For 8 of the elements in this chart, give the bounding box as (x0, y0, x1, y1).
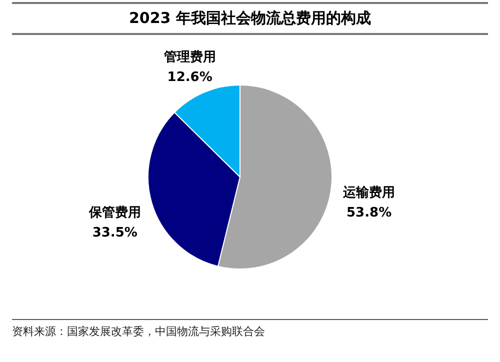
slice-label: 运输费用 (342, 184, 396, 201)
data-label: 12.6% (167, 70, 212, 86)
text: 资料来源：国家发展改革委，中国物流与采购联合会 (12, 319, 488, 339)
slice-label: 管理费用 (162, 50, 216, 66)
slice-label: 保管费用 (88, 205, 141, 220)
chart-title: 2023 年我国社会物流总费用的构成 (12, 2, 488, 35)
data-label: 53.8% (346, 206, 392, 221)
data-label: 33.5% (92, 225, 138, 240)
